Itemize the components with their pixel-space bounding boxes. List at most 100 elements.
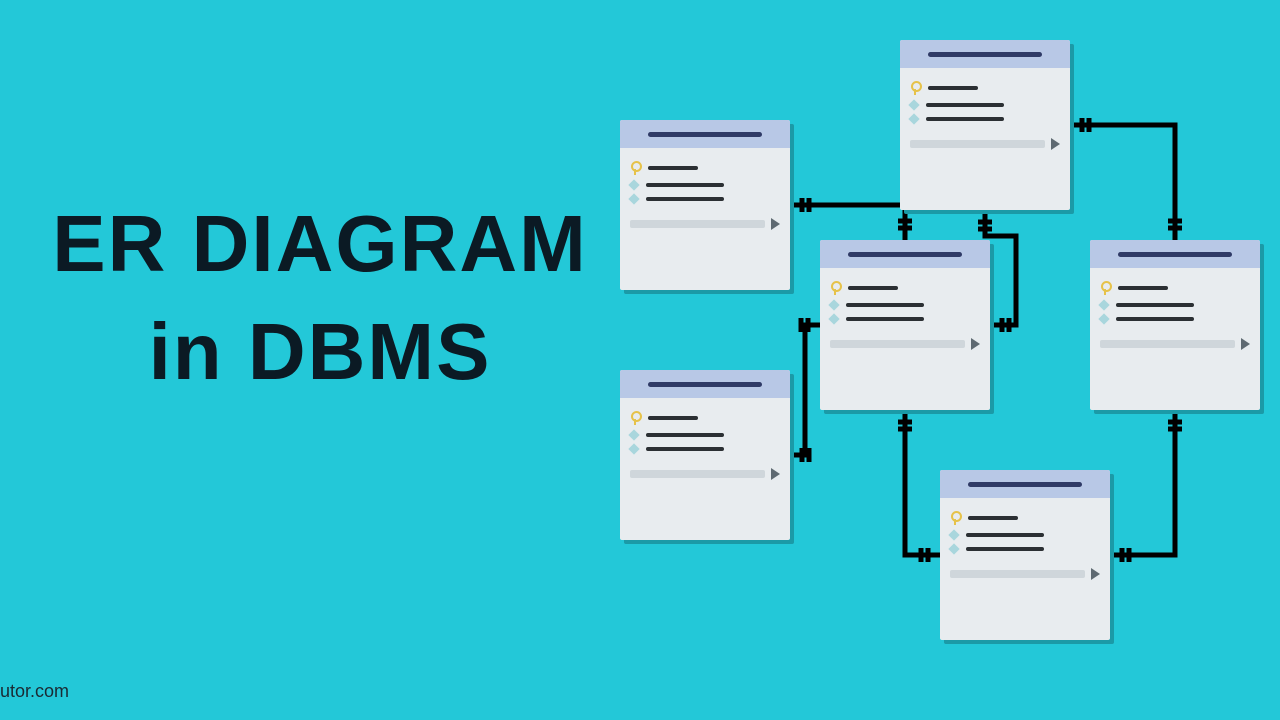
connector-edge: [1168, 221, 1182, 228]
db-table-card: [900, 40, 1070, 210]
play-icon: [771, 218, 780, 230]
table-row: [906, 112, 1064, 126]
connector-edge: [898, 422, 912, 429]
field-line: [848, 286, 898, 290]
db-table-card: [820, 240, 990, 410]
title-line-2: in DBMS: [40, 298, 600, 406]
play-icon: [971, 338, 980, 350]
card-footer: [900, 132, 1070, 160]
card-footer: [620, 462, 790, 490]
field-line: [1116, 317, 1194, 321]
footer-progress-bar: [830, 340, 965, 348]
table-row: [826, 278, 984, 298]
footer-progress-bar: [630, 470, 765, 478]
connector-edge: [1070, 125, 1175, 240]
field-line: [846, 303, 924, 307]
primary-key-icon: [630, 161, 640, 175]
card-header: [900, 40, 1070, 68]
field-bullet-icon: [1098, 299, 1109, 310]
field-bullet-icon: [828, 313, 839, 324]
play-icon: [1091, 568, 1100, 580]
card-header: [620, 120, 790, 148]
header-title-bar: [848, 252, 962, 257]
field-bullet-icon: [1098, 313, 1109, 324]
primary-key-icon: [1100, 281, 1110, 295]
field-line: [966, 547, 1044, 551]
watermark-text: utor.com: [0, 681, 69, 702]
connector-edge: [802, 198, 809, 212]
card-footer: [620, 212, 790, 240]
field-line: [846, 317, 924, 321]
primary-key-icon: [630, 411, 640, 425]
card-body: [940, 498, 1110, 562]
header-title-bar: [1118, 252, 1232, 257]
connector-edge: [1082, 118, 1089, 132]
db-table-card: [620, 120, 790, 290]
field-line: [928, 86, 978, 90]
card-body: [1090, 268, 1260, 332]
field-bullet-icon: [828, 299, 839, 310]
db-table-card: [620, 370, 790, 540]
table-row: [826, 312, 984, 326]
connector-edge: [1002, 318, 1009, 332]
db-table-card: [940, 470, 1110, 640]
field-line: [648, 416, 698, 420]
card-header: [620, 370, 790, 398]
table-row: [826, 298, 984, 312]
field-line: [966, 533, 1044, 537]
table-row: [626, 442, 784, 456]
table-row: [1096, 278, 1254, 298]
table-row: [626, 408, 784, 428]
card-footer: [940, 562, 1110, 590]
card-body: [620, 148, 790, 212]
footer-progress-bar: [630, 220, 765, 228]
primary-key-icon: [910, 81, 920, 95]
table-row: [626, 158, 784, 178]
play-icon: [771, 468, 780, 480]
card-header: [940, 470, 1110, 498]
field-line: [648, 166, 698, 170]
header-title-bar: [968, 482, 1082, 487]
field-line: [646, 197, 724, 201]
card-footer: [820, 332, 990, 360]
footer-progress-bar: [1100, 340, 1235, 348]
table-row: [1096, 298, 1254, 312]
header-title-bar: [648, 382, 762, 387]
connector-edge: [921, 548, 928, 562]
table-row: [906, 78, 1064, 98]
field-line: [926, 103, 1004, 107]
header-title-bar: [648, 132, 762, 137]
primary-key-icon: [830, 281, 840, 295]
card-body: [820, 268, 990, 332]
field-line: [646, 447, 724, 451]
card-header: [820, 240, 990, 268]
table-row: [946, 528, 1104, 542]
field-line: [646, 183, 724, 187]
table-row: [946, 508, 1104, 528]
card-body: [620, 398, 790, 462]
connector-edge: [1122, 548, 1129, 562]
card-header: [1090, 240, 1260, 268]
connector-edge: [1168, 422, 1182, 429]
connector-edge: [1110, 410, 1175, 555]
primary-key-icon: [950, 511, 960, 525]
footer-progress-bar: [910, 140, 1045, 148]
field-bullet-icon: [908, 113, 919, 124]
table-row: [946, 542, 1104, 556]
field-line: [1118, 286, 1168, 290]
infographic-canvas: ER DIAGRAM in DBMS utor.com: [0, 0, 1280, 720]
field-bullet-icon: [628, 193, 639, 204]
field-bullet-icon: [948, 543, 959, 554]
field-bullet-icon: [908, 99, 919, 110]
field-line: [968, 516, 1018, 520]
connector-edge: [790, 325, 820, 455]
connector-edge: [790, 205, 905, 240]
connector-edge: [978, 222, 992, 229]
db-table-card: [1090, 240, 1260, 410]
title-block: ER DIAGRAM in DBMS: [40, 190, 600, 406]
card-footer: [1090, 332, 1260, 360]
field-bullet-icon: [628, 443, 639, 454]
connector-edge: [802, 448, 809, 462]
field-bullet-icon: [948, 529, 959, 540]
table-row: [1096, 312, 1254, 326]
